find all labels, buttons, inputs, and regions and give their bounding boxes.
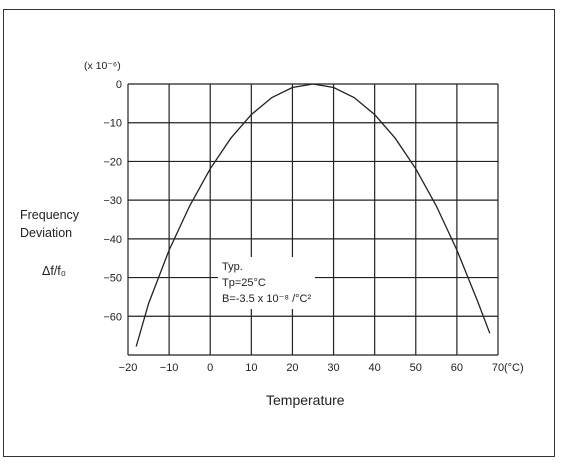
- series-line: [135, 83, 491, 347]
- x-tick-label: 50: [410, 362, 422, 374]
- y-multiplier: (x 10⁻⁶): [84, 60, 121, 72]
- x-tick-label: 30: [327, 362, 339, 374]
- x-tick-label: 10: [245, 362, 257, 374]
- x-tick-label: 20: [286, 362, 298, 374]
- y-tick-labels: 0 −10 −20 −30 −40 −50 −60: [103, 79, 122, 323]
- y-tick-label: −60: [103, 311, 122, 323]
- x-axis-label: Temperature: [266, 392, 345, 408]
- y-tick-label: 0: [116, 79, 122, 91]
- y-tick-label: −50: [103, 273, 122, 285]
- annotation-line-3: B=-3.5 x 10⁻⁸ /°C²: [222, 293, 312, 305]
- annotation-box: Typ. Tp=25°C B=-3.5 x 10⁻⁸ /°C²: [218, 257, 316, 309]
- x-tick-label: 60: [451, 362, 463, 374]
- y-axis-label-line-2: Deviation: [20, 226, 73, 240]
- grid: [127, 83, 499, 356]
- x-tick-label: 0: [207, 362, 213, 374]
- annotation-line-2: Tp=25°C: [222, 277, 266, 289]
- annotation-line-1: Typ.: [222, 261, 243, 273]
- y-tick-label: −30: [103, 195, 122, 207]
- y-axis-label: Frequency Deviation Δf/f₀: [20, 206, 79, 280]
- x-tick-label: −10: [160, 362, 179, 374]
- x-tick-label: 40: [369, 362, 381, 374]
- y-axis-label-line-3: Δf/f₀: [42, 264, 66, 278]
- x-tick-labels: −20 −10 0 10 20 30 40 50 60 70: [119, 362, 504, 374]
- y-axis-label-line-1: Frequency: [20, 208, 80, 222]
- y-tick-label: −10: [103, 118, 122, 130]
- x-tick-label: −20: [119, 362, 138, 374]
- chart-frame: [3, 9, 555, 457]
- y-tick-label: −20: [103, 156, 122, 168]
- x-axis-unit: (°C): [504, 362, 524, 374]
- y-tick-label: −40: [103, 234, 122, 246]
- x-tick-label: 70: [492, 362, 504, 374]
